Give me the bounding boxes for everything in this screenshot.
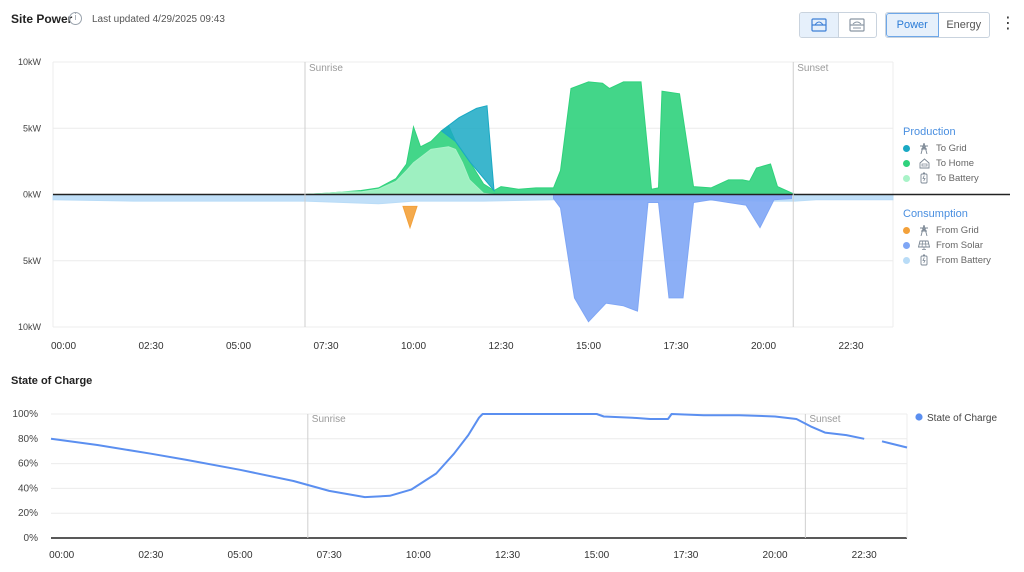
annotation-label: Sunset bbox=[809, 414, 840, 425]
y-tick-label: 60% bbox=[18, 459, 38, 470]
y-tick-label: 10kW bbox=[18, 322, 42, 332]
view-toggle-group bbox=[799, 12, 877, 38]
energy-mode-button[interactable]: Energy bbox=[946, 19, 982, 31]
legend-label: To Grid bbox=[936, 142, 967, 154]
legend-dot bbox=[903, 174, 910, 182]
home-icon bbox=[918, 157, 930, 169]
soc-chart-x-ticks: 00:00 02:30 05:00 07:30 10:00 12:30 15:00 17:30… bbox=[49, 550, 877, 561]
area-to-grid bbox=[440, 105, 495, 193]
soc-chart-line bbox=[50, 413, 908, 499]
y-tick-label: 80% bbox=[18, 434, 38, 445]
legend-to-home[interactable]: To Home bbox=[903, 156, 974, 170]
soc-line-tail bbox=[881, 440, 908, 449]
annotation-label: Sunset bbox=[797, 63, 828, 74]
combined-view-button[interactable] bbox=[800, 13, 838, 37]
soc-chart-gridlines bbox=[51, 413, 908, 539]
x-tick-label: 20:00 bbox=[763, 550, 788, 561]
x-tick-label: 15:00 bbox=[584, 550, 609, 561]
site-power-header: Site Power i Last updated 4/29/2025 09:4… bbox=[0, 0, 1024, 46]
area-from-solar bbox=[553, 194, 792, 323]
x-tick-label: 10:00 bbox=[401, 341, 426, 352]
legend-consumption-title: Consumption bbox=[903, 208, 968, 220]
legend-from-grid[interactable]: From Grid bbox=[903, 223, 979, 237]
info-icon[interactable]: i bbox=[69, 12, 82, 25]
legend-to-grid[interactable]: To Grid bbox=[903, 141, 967, 155]
soc-chart-annotations: Sunrise Sunset bbox=[307, 414, 841, 538]
y-tick-label: 10kW bbox=[18, 57, 42, 67]
power-chart-x-ticks: 00:00 02:30 05:00 07:30 10:00 12:30 15:00 17:30… bbox=[51, 341, 864, 352]
legend-dot bbox=[903, 226, 910, 234]
x-tick-label: 02:30 bbox=[138, 341, 163, 352]
soc-chart-legend: State of Charge bbox=[915, 413, 997, 424]
legend-dot bbox=[903, 241, 910, 249]
soc-line bbox=[50, 413, 865, 499]
grid-tower-icon bbox=[918, 142, 930, 154]
last-updated-text: Last updated 4/29/2025 09:43 bbox=[92, 14, 225, 25]
solar-panel-icon bbox=[918, 239, 930, 251]
legend-from-solar[interactable]: From Solar bbox=[903, 238, 983, 252]
soc-chart-y-ticks: 100% 80% 60% 40% 20% 0% bbox=[12, 409, 38, 544]
legend-label: To Battery bbox=[936, 172, 979, 184]
area-to-home bbox=[304, 81, 796, 195]
x-tick-label: 07:30 bbox=[313, 341, 338, 352]
x-tick-label: 10:00 bbox=[406, 550, 431, 561]
page-title: Site Power bbox=[11, 12, 73, 26]
area-to-battery bbox=[304, 146, 495, 195]
site-power-chart: Sunrise Sunset 10kW 5kW 0kW 5kW 10kW 00:00 02:… bbox=[18, 57, 1010, 352]
annotation-label: Sunrise bbox=[312, 414, 346, 425]
power-chart-annotations: Sunrise Sunset bbox=[304, 62, 829, 327]
soc-title: State of Charge bbox=[11, 375, 93, 387]
x-tick-label: 15:00 bbox=[576, 341, 601, 352]
legend-label: From Grid bbox=[936, 224, 979, 236]
area-from-grid bbox=[402, 205, 418, 230]
legend-dot bbox=[915, 413, 923, 421]
legend-label: From Solar bbox=[936, 239, 983, 251]
x-tick-label: 02:30 bbox=[138, 550, 163, 561]
power-energy-toggle: Power Energy bbox=[885, 12, 990, 38]
x-tick-label: 12:30 bbox=[495, 550, 520, 561]
x-tick-label: 17:30 bbox=[673, 550, 698, 561]
x-tick-label: 00:00 bbox=[51, 341, 76, 352]
y-tick-label: 40% bbox=[18, 483, 38, 494]
state-of-charge-chart: Sunrise Sunset 100% 80% 60% 40% 20% 0% 00:00 02… bbox=[12, 409, 997, 561]
battery-icon bbox=[918, 172, 930, 184]
legend-label: From Battery bbox=[936, 254, 991, 266]
x-tick-label: 17:30 bbox=[663, 341, 688, 352]
legend-dot bbox=[903, 159, 910, 167]
legend-label: State of Charge bbox=[927, 413, 997, 424]
y-tick-label: 5kW bbox=[23, 256, 42, 266]
combined-view-icon bbox=[811, 18, 827, 32]
legend-from-battery[interactable]: From Battery bbox=[903, 253, 991, 267]
x-tick-label: 22:30 bbox=[838, 341, 863, 352]
x-tick-label: 22:30 bbox=[852, 550, 877, 561]
annotation-label: Sunrise bbox=[309, 63, 343, 74]
x-tick-label: 00:00 bbox=[49, 550, 74, 561]
legend-dot bbox=[903, 256, 910, 264]
x-tick-label: 07:30 bbox=[317, 550, 342, 561]
split-view-button[interactable] bbox=[837, 13, 877, 37]
split-view-icon bbox=[849, 18, 865, 32]
x-tick-label: 12:30 bbox=[488, 341, 513, 352]
power-chart-areas bbox=[52, 81, 1010, 323]
x-tick-label: 05:00 bbox=[226, 341, 251, 352]
legend-to-battery[interactable]: To Battery bbox=[903, 171, 979, 185]
y-tick-label: 100% bbox=[12, 409, 38, 420]
power-chart-y-ticks: 10kW 5kW 0kW 5kW 10kW bbox=[18, 57, 42, 332]
x-tick-label: 05:00 bbox=[228, 550, 253, 561]
power-mode-button[interactable]: Power bbox=[886, 13, 939, 37]
legend-production-title: Production bbox=[903, 126, 956, 138]
x-tick-label: 20:00 bbox=[751, 341, 776, 352]
y-tick-label: 0% bbox=[24, 533, 39, 544]
y-tick-label: 20% bbox=[18, 508, 38, 519]
grid-tower-icon bbox=[918, 224, 930, 236]
legend-dot bbox=[903, 144, 910, 152]
battery-icon bbox=[918, 254, 930, 266]
y-tick-label: 5kW bbox=[23, 123, 42, 133]
y-tick-label: 0kW bbox=[23, 190, 42, 200]
legend-label: To Home bbox=[936, 157, 975, 169]
